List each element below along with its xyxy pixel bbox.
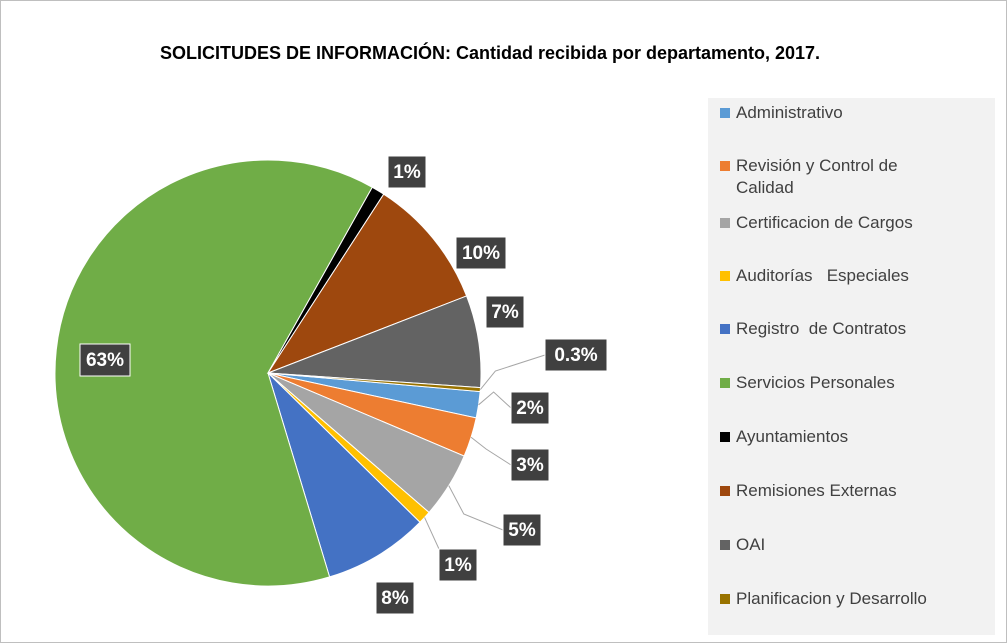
legend-swatch [720, 432, 730, 442]
legend-swatch [720, 324, 730, 334]
legend-label: Certificacion de Cargos [736, 213, 913, 232]
data-label: 63% [86, 350, 124, 371]
data-label: 0.3% [554, 345, 597, 366]
legend-label: Auditorías Especiales [736, 266, 909, 285]
data-label-box [455, 236, 507, 270]
data-label-box [79, 343, 131, 377]
legend-item: OAI [720, 534, 1006, 556]
legend-label: Remisiones Externas [736, 481, 897, 500]
legend-swatch [720, 161, 730, 171]
legend-item: Planificacion y Desarrollo [720, 588, 1006, 610]
data-label-box [502, 513, 542, 547]
data-label: 1% [444, 555, 472, 576]
pie-slice [54, 159, 373, 587]
pie-slice [266, 193, 468, 375]
legend-item: Registro de Contratos [720, 318, 1006, 340]
legend-item: Auditorías Especiales [720, 265, 1006, 287]
legend-swatch [720, 271, 730, 281]
leader-line [470, 436, 512, 466]
data-label: 7% [491, 302, 519, 323]
legend-swatch [720, 378, 730, 388]
legend-label: Registro de Contratos [736, 319, 907, 338]
legend-item: Ayuntamientos [720, 426, 1006, 448]
data-label: 1% [393, 162, 421, 183]
legend: Administrativo Revisión y Control de Cali… [708, 98, 995, 635]
data-label-box [510, 391, 550, 425]
legend-item: Servicios Personales [720, 372, 1006, 394]
leader-line [478, 391, 512, 409]
data-label-box [387, 155, 427, 189]
data-label-box [544, 338, 608, 372]
legend-item: Administrativo [720, 102, 1006, 124]
data-label: 3% [516, 455, 544, 476]
legend-swatch [720, 218, 730, 228]
chart-title: SOLICITUDES DE INFORMACIÓN: Cantidad rec… [159, 43, 821, 63]
legend-label: Planificacion y Desarrollo [736, 589, 927, 608]
data-label: 10% [462, 243, 500, 264]
legend-label: Servicios Personales [736, 373, 895, 392]
legend-item: Revisión y Control de Calidad [720, 155, 916, 199]
data-label-box [375, 581, 415, 615]
legend-label: OAI [736, 535, 766, 554]
legend-swatch [720, 540, 730, 550]
legend-item: Remisiones Externas [720, 480, 1006, 502]
data-label: 2% [516, 398, 544, 419]
legend-item: Certificacion de Cargos [720, 212, 1006, 234]
data-label-box [438, 548, 478, 582]
legend-label: Administrativo [736, 103, 843, 122]
legend-swatch [720, 108, 730, 118]
data-label-box [485, 295, 525, 329]
data-label-box [510, 448, 550, 482]
legend-swatch [720, 594, 730, 604]
leader-line [479, 354, 546, 390]
data-label: 5% [508, 520, 536, 541]
legend-swatch [720, 486, 730, 496]
data-label: 8% [381, 588, 409, 609]
legend-label: Ayuntamientos [736, 427, 849, 446]
pie-slice [267, 372, 421, 578]
legend-label: Revisión y Control de Calidad [736, 156, 903, 197]
leader-line [448, 485, 504, 531]
